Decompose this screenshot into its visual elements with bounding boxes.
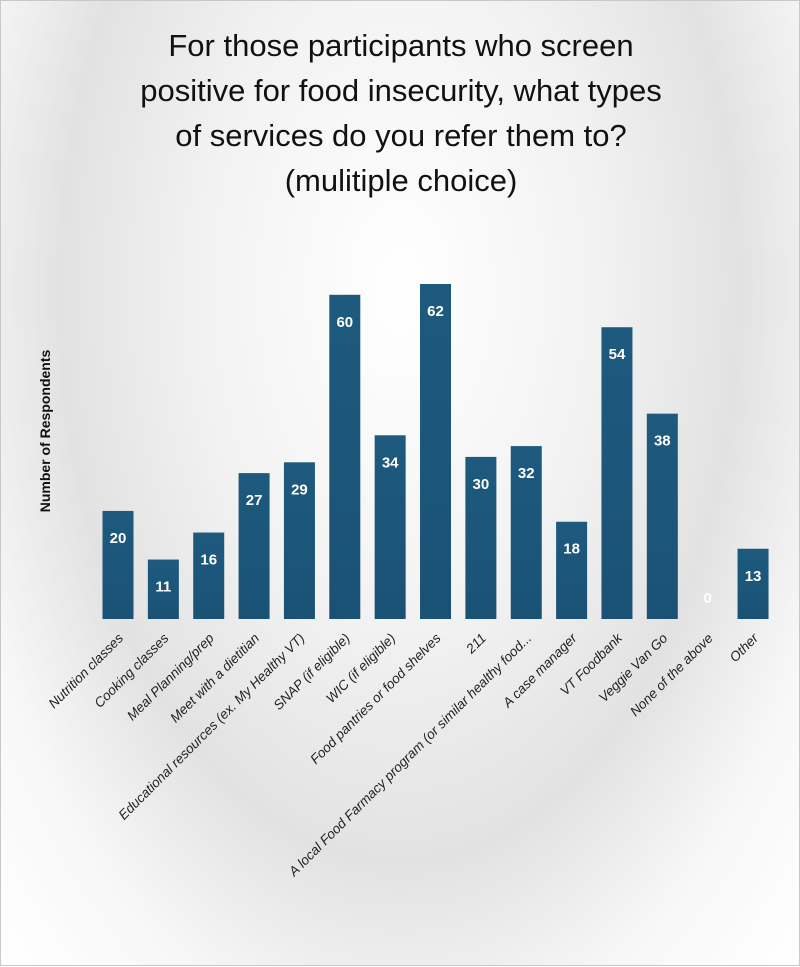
- data-label: 38: [654, 433, 671, 450]
- data-label: 29: [291, 481, 308, 498]
- data-label: 62: [427, 303, 444, 320]
- data-label: 16: [200, 552, 217, 569]
- x-tick-label: Nutrition classes: [45, 630, 126, 711]
- data-label: 34: [382, 454, 399, 471]
- bar: [193, 532, 225, 619]
- x-tick-label: Meal Planning/prep: [124, 630, 217, 723]
- bar: [601, 327, 633, 619]
- bar: [283, 462, 315, 619]
- bar: [238, 473, 270, 619]
- chart-title: For those participants who screen positi…: [140, 28, 662, 198]
- data-label: 20: [110, 530, 127, 547]
- data-label: 30: [473, 476, 490, 493]
- x-tick-label: Meet with a dietitian: [167, 631, 262, 726]
- bar: [556, 521, 588, 619]
- data-label: 32: [518, 465, 535, 482]
- bar: [102, 510, 134, 619]
- data-label: 13: [745, 568, 762, 585]
- bar: [510, 446, 542, 619]
- data-label: 60: [336, 314, 353, 331]
- data-label: 27: [246, 492, 263, 509]
- data-label: 11: [155, 579, 171, 596]
- bar: [646, 413, 678, 619]
- data-label: 54: [609, 346, 626, 363]
- bar: [147, 559, 179, 619]
- bar: [374, 435, 406, 619]
- x-tick-label: None of the above: [627, 631, 716, 720]
- x-tick-label: SNAP (if eligible): [271, 631, 353, 713]
- bar: [465, 456, 497, 619]
- bar: [420, 284, 452, 619]
- data-label: 18: [563, 541, 580, 558]
- data-label: 0: [704, 590, 712, 607]
- x-tick-label: Other: [727, 630, 762, 665]
- bar: [737, 548, 769, 619]
- x-tick-label: 211: [462, 631, 489, 658]
- bar: [329, 294, 361, 619]
